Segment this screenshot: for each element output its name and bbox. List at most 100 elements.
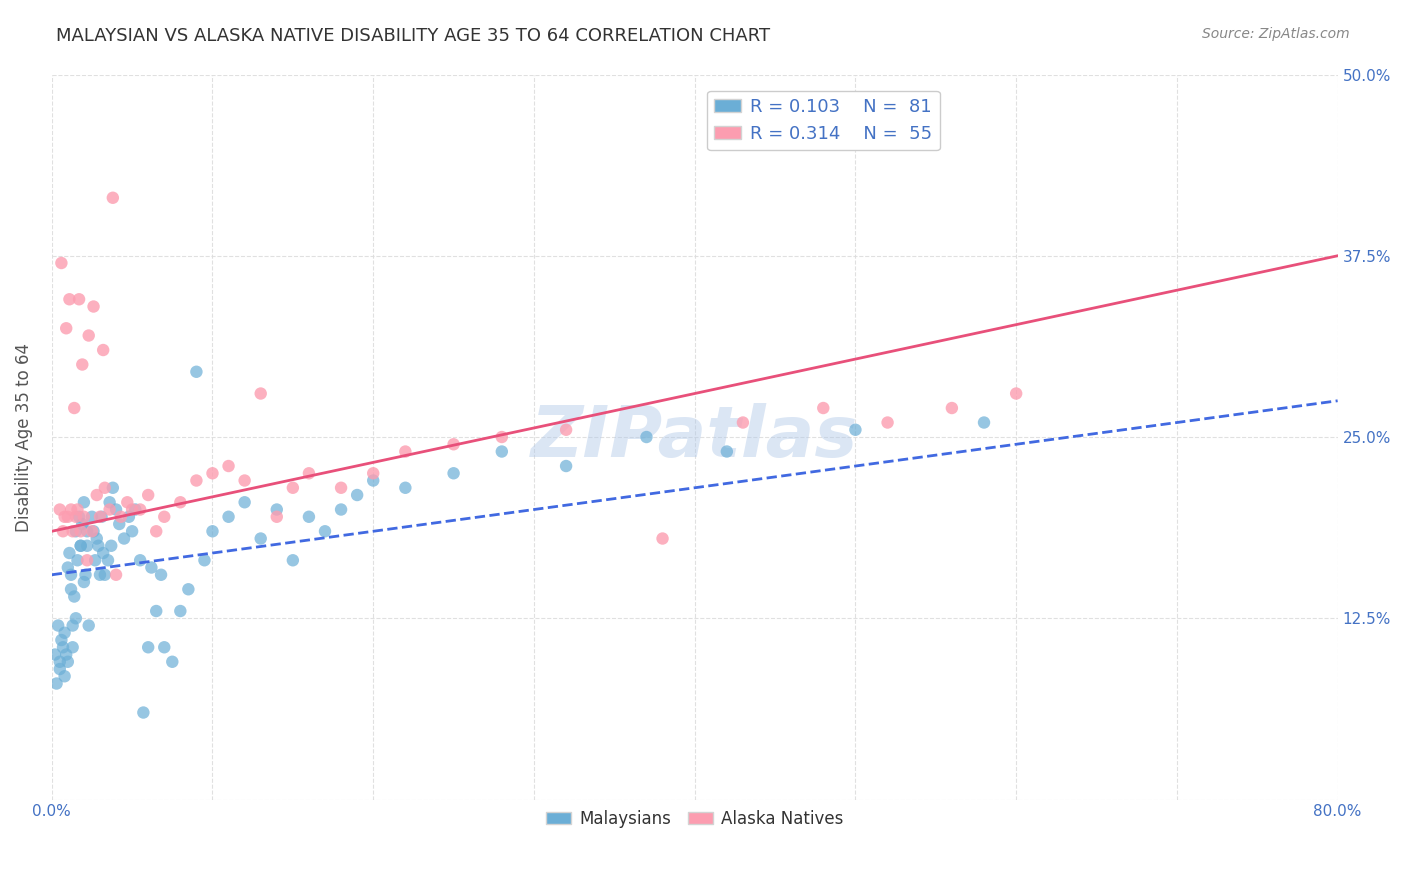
Point	[69, 539, 91, 553]
Point	[124, 502, 146, 516]
Point	[394, 444, 416, 458]
Point	[129, 553, 152, 567]
Point	[98, 502, 121, 516]
Point	[72, 358, 94, 372]
Point	[941, 401, 963, 415]
Point	[45, 676, 67, 690]
Point	[72, 516, 94, 531]
Point	[651, 532, 673, 546]
Point	[86, 532, 108, 546]
Point	[63, 401, 86, 415]
Point	[65, 509, 87, 524]
Point	[249, 532, 271, 546]
Point	[844, 423, 866, 437]
Point	[1005, 386, 1028, 401]
Point	[58, 293, 80, 307]
Point	[136, 640, 159, 655]
Point	[52, 524, 75, 539]
Point	[49, 655, 72, 669]
Point	[77, 618, 100, 632]
Point	[186, 365, 208, 379]
Point	[218, 509, 240, 524]
Point	[193, 553, 215, 567]
Point	[100, 539, 122, 553]
Point	[491, 430, 513, 444]
Point	[361, 467, 384, 481]
Point	[83, 300, 105, 314]
Point	[876, 416, 898, 430]
Point	[150, 567, 173, 582]
Point	[162, 655, 184, 669]
Point	[62, 640, 84, 655]
Point	[80, 509, 103, 524]
Point	[233, 474, 256, 488]
Point	[98, 495, 121, 509]
Point	[90, 509, 112, 524]
Point	[145, 524, 167, 539]
Point	[201, 524, 224, 539]
Point	[132, 706, 155, 720]
Point	[108, 516, 131, 531]
Point	[53, 509, 76, 524]
Point	[94, 567, 117, 582]
Point	[555, 423, 578, 437]
Point	[121, 502, 143, 516]
Point	[66, 502, 89, 516]
Point	[233, 495, 256, 509]
Point	[361, 474, 384, 488]
Point	[89, 567, 111, 582]
Point	[44, 648, 66, 662]
Point	[330, 502, 353, 516]
Point	[49, 662, 72, 676]
Point	[443, 437, 465, 451]
Point	[65, 611, 87, 625]
Point	[76, 539, 98, 553]
Point	[67, 293, 90, 307]
Point	[73, 574, 96, 589]
Point	[101, 481, 124, 495]
Point	[314, 524, 336, 539]
Point	[346, 488, 368, 502]
Point	[94, 481, 117, 495]
Point	[97, 553, 120, 567]
Point	[266, 509, 288, 524]
Point	[153, 640, 176, 655]
Text: MALAYSIAN VS ALASKA NATIVE DISABILITY AGE 35 TO 64 CORRELATION CHART: MALAYSIAN VS ALASKA NATIVE DISABILITY AG…	[56, 27, 770, 45]
Point	[56, 509, 79, 524]
Point	[813, 401, 835, 415]
Point	[65, 524, 87, 539]
Point	[51, 256, 73, 270]
Point	[83, 524, 105, 539]
Point	[91, 343, 114, 357]
Point	[67, 509, 90, 524]
Point	[53, 669, 76, 683]
Point	[91, 546, 114, 560]
Point	[201, 467, 224, 481]
Point	[266, 502, 288, 516]
Point	[60, 567, 83, 582]
Text: Source: ZipAtlas.com: Source: ZipAtlas.com	[1202, 27, 1350, 41]
Point	[62, 524, 84, 539]
Point	[636, 430, 658, 444]
Point	[84, 553, 107, 567]
Point	[121, 524, 143, 539]
Point	[66, 553, 89, 567]
Point	[298, 467, 321, 481]
Point	[145, 604, 167, 618]
Point	[77, 328, 100, 343]
Point	[58, 546, 80, 560]
Point	[52, 640, 75, 655]
Point	[129, 502, 152, 516]
Point	[973, 416, 995, 430]
Point	[281, 481, 304, 495]
Point	[218, 458, 240, 473]
Point	[46, 618, 69, 632]
Point	[55, 648, 77, 662]
Point	[105, 502, 128, 516]
Point	[56, 560, 79, 574]
Point	[87, 539, 110, 553]
Point	[76, 524, 98, 539]
Point	[73, 495, 96, 509]
Text: ZIPatlas: ZIPatlas	[531, 402, 859, 472]
Point	[136, 488, 159, 502]
